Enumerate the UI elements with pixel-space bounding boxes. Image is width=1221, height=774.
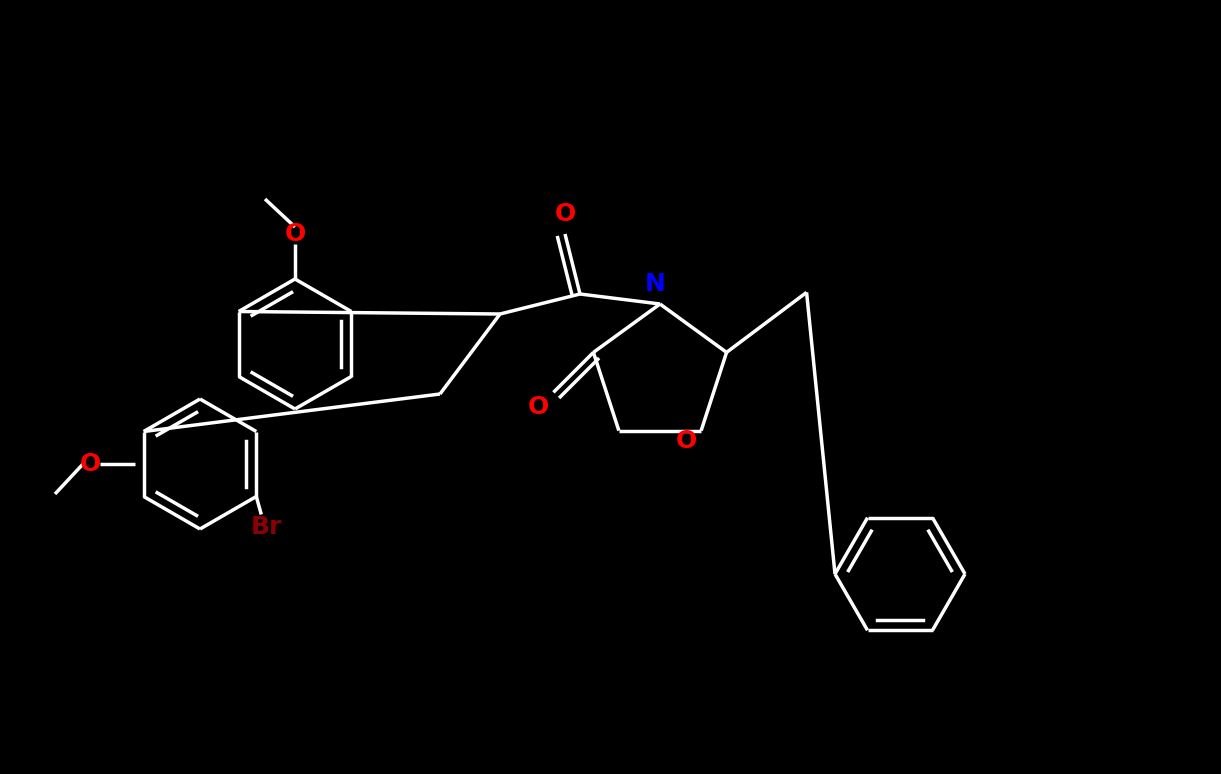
Text: Br: Br bbox=[250, 515, 282, 539]
Text: O: O bbox=[284, 222, 305, 246]
Text: N: N bbox=[645, 272, 665, 296]
Text: O: O bbox=[527, 396, 549, 420]
Text: O: O bbox=[675, 429, 697, 453]
Text: O: O bbox=[79, 452, 100, 476]
Text: O: O bbox=[554, 202, 575, 226]
